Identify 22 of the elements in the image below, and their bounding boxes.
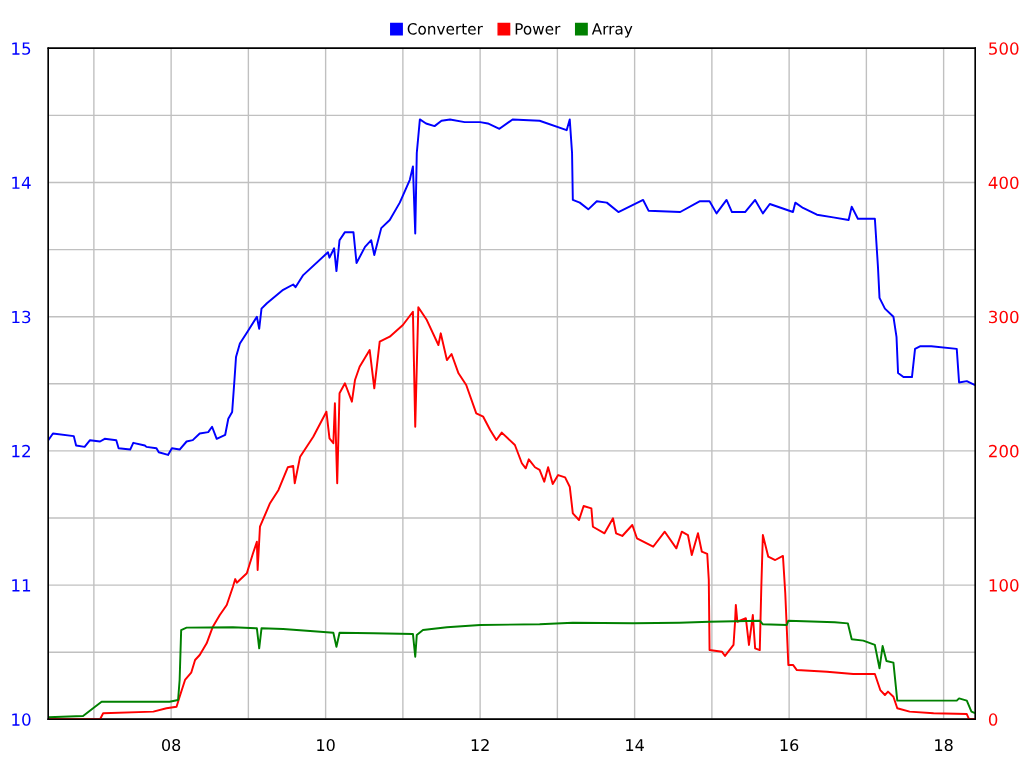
x-tick-label: 16 <box>780 739 799 752</box>
y-tick-label: 12 <box>12 444 30 458</box>
x-tick-label: 08 <box>162 739 181 752</box>
y-tick-label: 14 <box>12 176 31 189</box>
y2-tick-label: 300 <box>989 310 1019 324</box>
y2-tick-label: 100 <box>989 579 1019 592</box>
y2-tick-label: 0 <box>988 713 998 726</box>
x-tick-label: 18 <box>935 739 953 752</box>
y2-tick-label: 200 <box>989 444 1019 458</box>
y-tick-label: 13 <box>12 310 31 324</box>
x-tick-label: 12 <box>471 739 489 751</box>
line-series <box>48 118 976 456</box>
y2-tick-label: 500 <box>989 42 1019 55</box>
legend-label: Converter <box>407 23 483 35</box>
y-tick-label: 11 <box>12 579 31 592</box>
x-tick-label: 14 <box>626 739 644 751</box>
y-tick-label: 15 <box>12 42 31 55</box>
y2-tick-label: 400 <box>988 176 1019 190</box>
y-tick-label: 10 <box>12 713 31 726</box>
x-tick-label: 10 <box>317 739 335 752</box>
legend-label: Power <box>515 23 561 35</box>
legend-label: Array <box>591 23 633 38</box>
